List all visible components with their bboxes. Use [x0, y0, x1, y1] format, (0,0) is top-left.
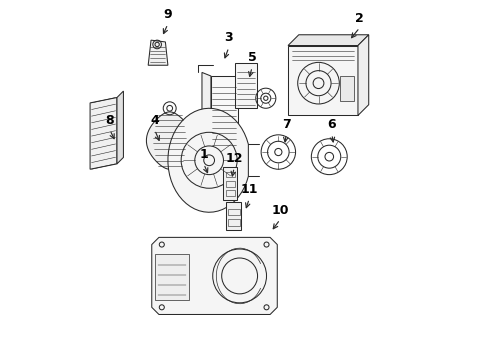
Bar [211, 76, 238, 148]
Bar [340, 76, 354, 101]
Text: 3: 3 [224, 31, 233, 44]
Polygon shape [147, 112, 193, 169]
Bar [225, 181, 235, 187]
Text: 4: 4 [150, 114, 159, 127]
Polygon shape [168, 108, 248, 212]
Bar [225, 172, 235, 177]
Text: 8: 8 [105, 114, 114, 127]
Polygon shape [148, 40, 168, 65]
Text: 1: 1 [199, 148, 208, 161]
Bar [223, 167, 237, 200]
Text: 11: 11 [241, 183, 258, 196]
Polygon shape [191, 72, 211, 126]
Bar [235, 63, 257, 108]
Bar [155, 253, 190, 300]
Text: 2: 2 [355, 12, 364, 25]
Text: 10: 10 [271, 203, 289, 217]
Bar [288, 45, 358, 116]
Bar [228, 209, 240, 215]
Polygon shape [288, 35, 368, 45]
Bar [226, 202, 242, 230]
Bar [225, 190, 235, 196]
Text: 12: 12 [225, 152, 243, 165]
Polygon shape [117, 91, 123, 164]
Text: 6: 6 [327, 118, 336, 131]
Text: 7: 7 [282, 118, 291, 131]
Text: 5: 5 [248, 51, 257, 64]
Bar [228, 220, 240, 226]
Polygon shape [152, 237, 277, 315]
Polygon shape [358, 35, 368, 116]
Polygon shape [90, 98, 117, 169]
Text: 9: 9 [164, 8, 172, 21]
